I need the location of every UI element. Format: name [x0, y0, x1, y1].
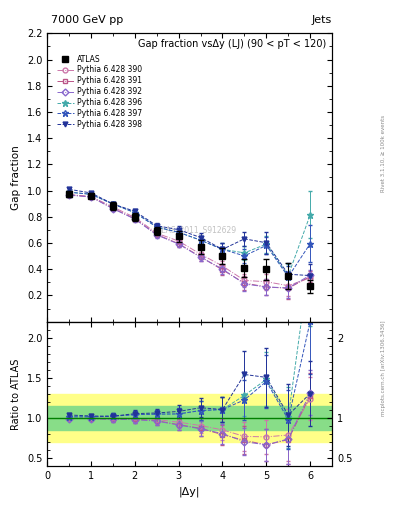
- Text: Rivet 3.1.10, ≥ 100k events: Rivet 3.1.10, ≥ 100k events: [381, 115, 386, 192]
- Text: mcplots.cern.ch [arXiv:1306.3436]: mcplots.cern.ch [arXiv:1306.3436]: [381, 321, 386, 416]
- X-axis label: |Δy|: |Δy|: [179, 486, 200, 497]
- Y-axis label: Gap fraction: Gap fraction: [11, 145, 21, 210]
- Text: 7000 GeV pp: 7000 GeV pp: [51, 15, 123, 25]
- Legend: ATLAS, Pythia 6.428 390, Pythia 6.428 391, Pythia 6.428 392, Pythia 6.428 396, P: ATLAS, Pythia 6.428 390, Pythia 6.428 39…: [54, 52, 145, 132]
- Text: Jets: Jets: [312, 15, 332, 25]
- Y-axis label: Ratio to ATLAS: Ratio to ATLAS: [11, 358, 21, 430]
- Text: Gap fraction vsΔy (LJ) (90 < pT < 120): Gap fraction vsΔy (LJ) (90 < pT < 120): [138, 39, 326, 49]
- Text: ATLAS_2011_S912629: ATLAS_2011_S912629: [153, 225, 237, 234]
